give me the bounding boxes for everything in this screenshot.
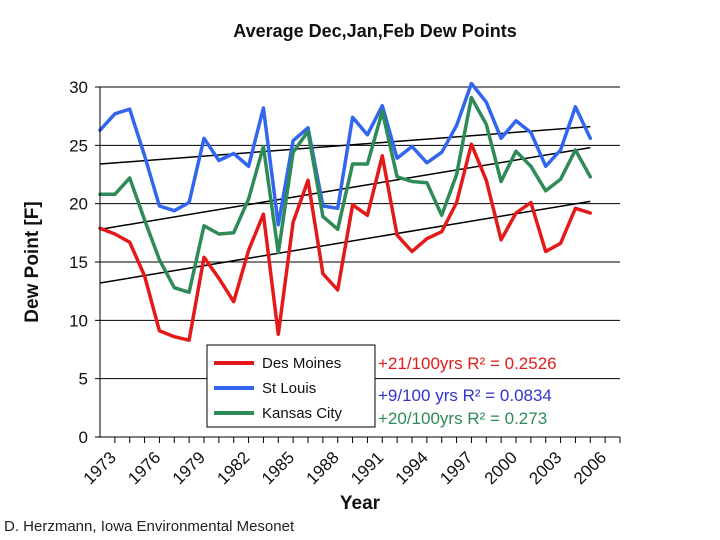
series-lines <box>98 81 593 342</box>
x-tick-label: 1988 <box>303 448 343 488</box>
y-tick-label: 20 <box>69 195 88 214</box>
legend-label-kansas-city: Kansas City <box>262 405 343 422</box>
y-tick-label: 10 <box>69 311 88 330</box>
x-tick-label: 1982 <box>213 448 253 488</box>
legend-label-des-moines: Des Moines <box>262 355 341 372</box>
series-line-des-moines <box>98 142 593 342</box>
legend: Des Moines St Louis Kansas City <box>206 344 376 428</box>
x-tick-label: 2006 <box>570 448 610 488</box>
trend-annotation-des-moines: +21/100yrs R² = 0.2526 <box>378 354 557 373</box>
x-axis-label: Year <box>340 493 381 514</box>
x-tick-label: 1994 <box>392 448 432 488</box>
y-tick-label: 15 <box>69 253 88 272</box>
series-line-kansas-city <box>98 95 593 295</box>
trend-annotation-kansas-city: +20/100yrs R² = 0.273 <box>378 409 547 428</box>
y-tick-label: 30 <box>69 78 88 97</box>
trend-line <box>99 125 591 165</box>
x-tick-label: 1979 <box>169 448 209 488</box>
y-tick-label: 25 <box>69 136 88 155</box>
y-tick-label: 0 <box>79 428 88 447</box>
chart-title: Average Dec,Jan,Feb Dew Points <box>233 21 516 41</box>
series-line-st-louis <box>98 81 593 227</box>
y-tick-label: 5 <box>79 370 88 389</box>
x-tick-label: 1991 <box>347 448 387 488</box>
x-tick-label: 1997 <box>436 448 476 488</box>
x-tick-label: 2000 <box>481 448 521 488</box>
credit-text: D. Herzmann, Iowa Environmental Mesonet <box>4 518 295 535</box>
x-tick-label: 2003 <box>525 448 565 488</box>
x-tick-label: 1976 <box>124 448 164 488</box>
y-axis-ticks: 0 5 10 15 20 25 30 <box>69 78 100 447</box>
x-tick-label: 1973 <box>80 448 120 488</box>
y-axis-label: Dew Point [F] <box>22 201 43 322</box>
trend-line <box>99 146 591 231</box>
trend-annotation-st-louis: +9/100 yrs R² = 0.0834 <box>378 386 552 405</box>
x-axis-ticks: 1973 1976 1979 1982 1985 1988 1991 1994 1997 2000… <box>80 437 621 488</box>
x-tick-label: 1985 <box>258 448 298 488</box>
legend-label-st-louis: St Louis <box>262 380 316 397</box>
